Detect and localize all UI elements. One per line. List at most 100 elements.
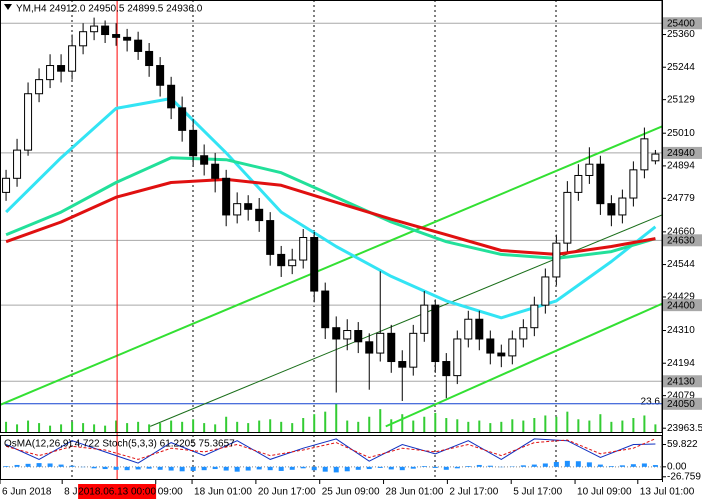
candle-body xyxy=(255,208,264,222)
volume-bar xyxy=(126,423,129,432)
osma-bar xyxy=(399,466,405,471)
candle-body xyxy=(464,318,473,340)
candle-body xyxy=(453,338,462,377)
volume-bar xyxy=(27,420,30,432)
osma-bar xyxy=(432,466,438,468)
volume-bar xyxy=(159,423,162,432)
candle-body xyxy=(134,39,143,52)
indicator-frame xyxy=(0,435,663,480)
y-tick-label: 24779 xyxy=(667,193,695,204)
candle-body xyxy=(365,341,374,354)
level-label-bg xyxy=(663,375,702,388)
volume-bar xyxy=(566,411,569,432)
volume-bar xyxy=(434,412,437,432)
volume-bar xyxy=(302,418,305,432)
candle-body xyxy=(277,253,286,267)
candle-body xyxy=(618,197,627,216)
candle-body xyxy=(398,361,407,368)
candle-body xyxy=(519,327,528,340)
osma-bar xyxy=(641,463,647,467)
osma-bar xyxy=(344,466,350,472)
volume-bar xyxy=(445,418,448,432)
candle-body xyxy=(508,338,517,357)
volume-bar xyxy=(500,421,503,432)
volume-bar xyxy=(544,415,547,432)
x-tick-label: 10 Jul 09:00 xyxy=(577,487,632,498)
candle-body xyxy=(387,332,396,363)
candle-body xyxy=(332,327,341,340)
osma-bar xyxy=(234,466,240,472)
x-tick-label: 2 Jul 17:00 xyxy=(449,487,498,498)
volume-bar xyxy=(71,421,74,432)
volume-bar xyxy=(236,421,239,432)
osma-bar xyxy=(476,464,482,467)
volume-bar xyxy=(467,421,470,432)
candle-body xyxy=(112,34,121,38)
level-label-bg xyxy=(663,299,702,312)
cursor-label: 2018.06.13 00:00 xyxy=(78,487,156,498)
osma-bar xyxy=(322,466,328,472)
volume-bar xyxy=(324,411,327,432)
osma-bar xyxy=(454,466,460,469)
candle-body xyxy=(299,236,308,261)
osma-bar xyxy=(102,466,108,470)
y-tick-label: 25244 xyxy=(667,62,695,73)
candle-body xyxy=(167,84,176,109)
candle-body xyxy=(629,169,638,199)
candle-body xyxy=(409,332,418,368)
level-label: 24630 xyxy=(667,235,695,246)
symbol-icon xyxy=(4,4,12,10)
volume-bar xyxy=(390,419,393,432)
volume-bar xyxy=(192,419,195,432)
candle-body xyxy=(123,36,132,41)
y-tick-label: 25010 xyxy=(667,128,695,139)
osma-bar xyxy=(91,466,97,469)
volume-bar xyxy=(610,421,613,432)
osma-bar xyxy=(443,466,449,470)
osma-bar xyxy=(201,466,207,471)
candle-body xyxy=(101,25,110,36)
trendline xyxy=(0,125,663,406)
candle-body xyxy=(563,191,572,244)
volume-bar xyxy=(258,420,261,432)
x-tick-label: 6 Jun 2018 xyxy=(2,487,52,498)
candle-body xyxy=(420,304,429,334)
volume-bar xyxy=(181,421,184,432)
candle-body xyxy=(640,138,649,171)
candle-body xyxy=(79,31,88,47)
volume-bar xyxy=(555,416,558,432)
volume-bar xyxy=(291,423,294,432)
osma-bar xyxy=(212,466,218,470)
volume-bar xyxy=(49,425,52,432)
level-label-bg xyxy=(663,17,702,30)
volume-bar xyxy=(38,423,41,432)
y-tick-label: 24194 xyxy=(667,358,695,369)
volume-bar xyxy=(346,420,349,432)
osma-bar xyxy=(355,466,361,470)
candle-body xyxy=(585,163,594,176)
osma-bar xyxy=(421,466,427,467)
candle-body xyxy=(46,65,55,81)
volume-bar xyxy=(203,423,206,432)
candle-body xyxy=(442,361,451,377)
candle-body xyxy=(178,107,187,131)
osma-bar xyxy=(388,466,394,470)
osma-bar xyxy=(630,464,636,467)
osma-bar xyxy=(410,466,416,469)
osma-bar xyxy=(113,466,119,470)
osma-bar xyxy=(47,463,53,467)
osma-bar xyxy=(278,466,284,471)
osma-bar xyxy=(25,463,31,467)
volume-bar xyxy=(214,424,217,432)
indicator-tick-label: 59.822 xyxy=(667,439,698,450)
volume-bar xyxy=(170,420,173,432)
volume-bar xyxy=(533,418,536,432)
osma-bar xyxy=(36,463,42,467)
osma-bar xyxy=(69,465,75,467)
candle-body xyxy=(57,65,66,72)
osma-bar xyxy=(586,462,592,467)
candle-body xyxy=(343,330,352,340)
candle-body xyxy=(541,276,550,306)
volume-tick-label: 23.6 xyxy=(641,397,661,408)
volume-bar xyxy=(148,424,151,432)
